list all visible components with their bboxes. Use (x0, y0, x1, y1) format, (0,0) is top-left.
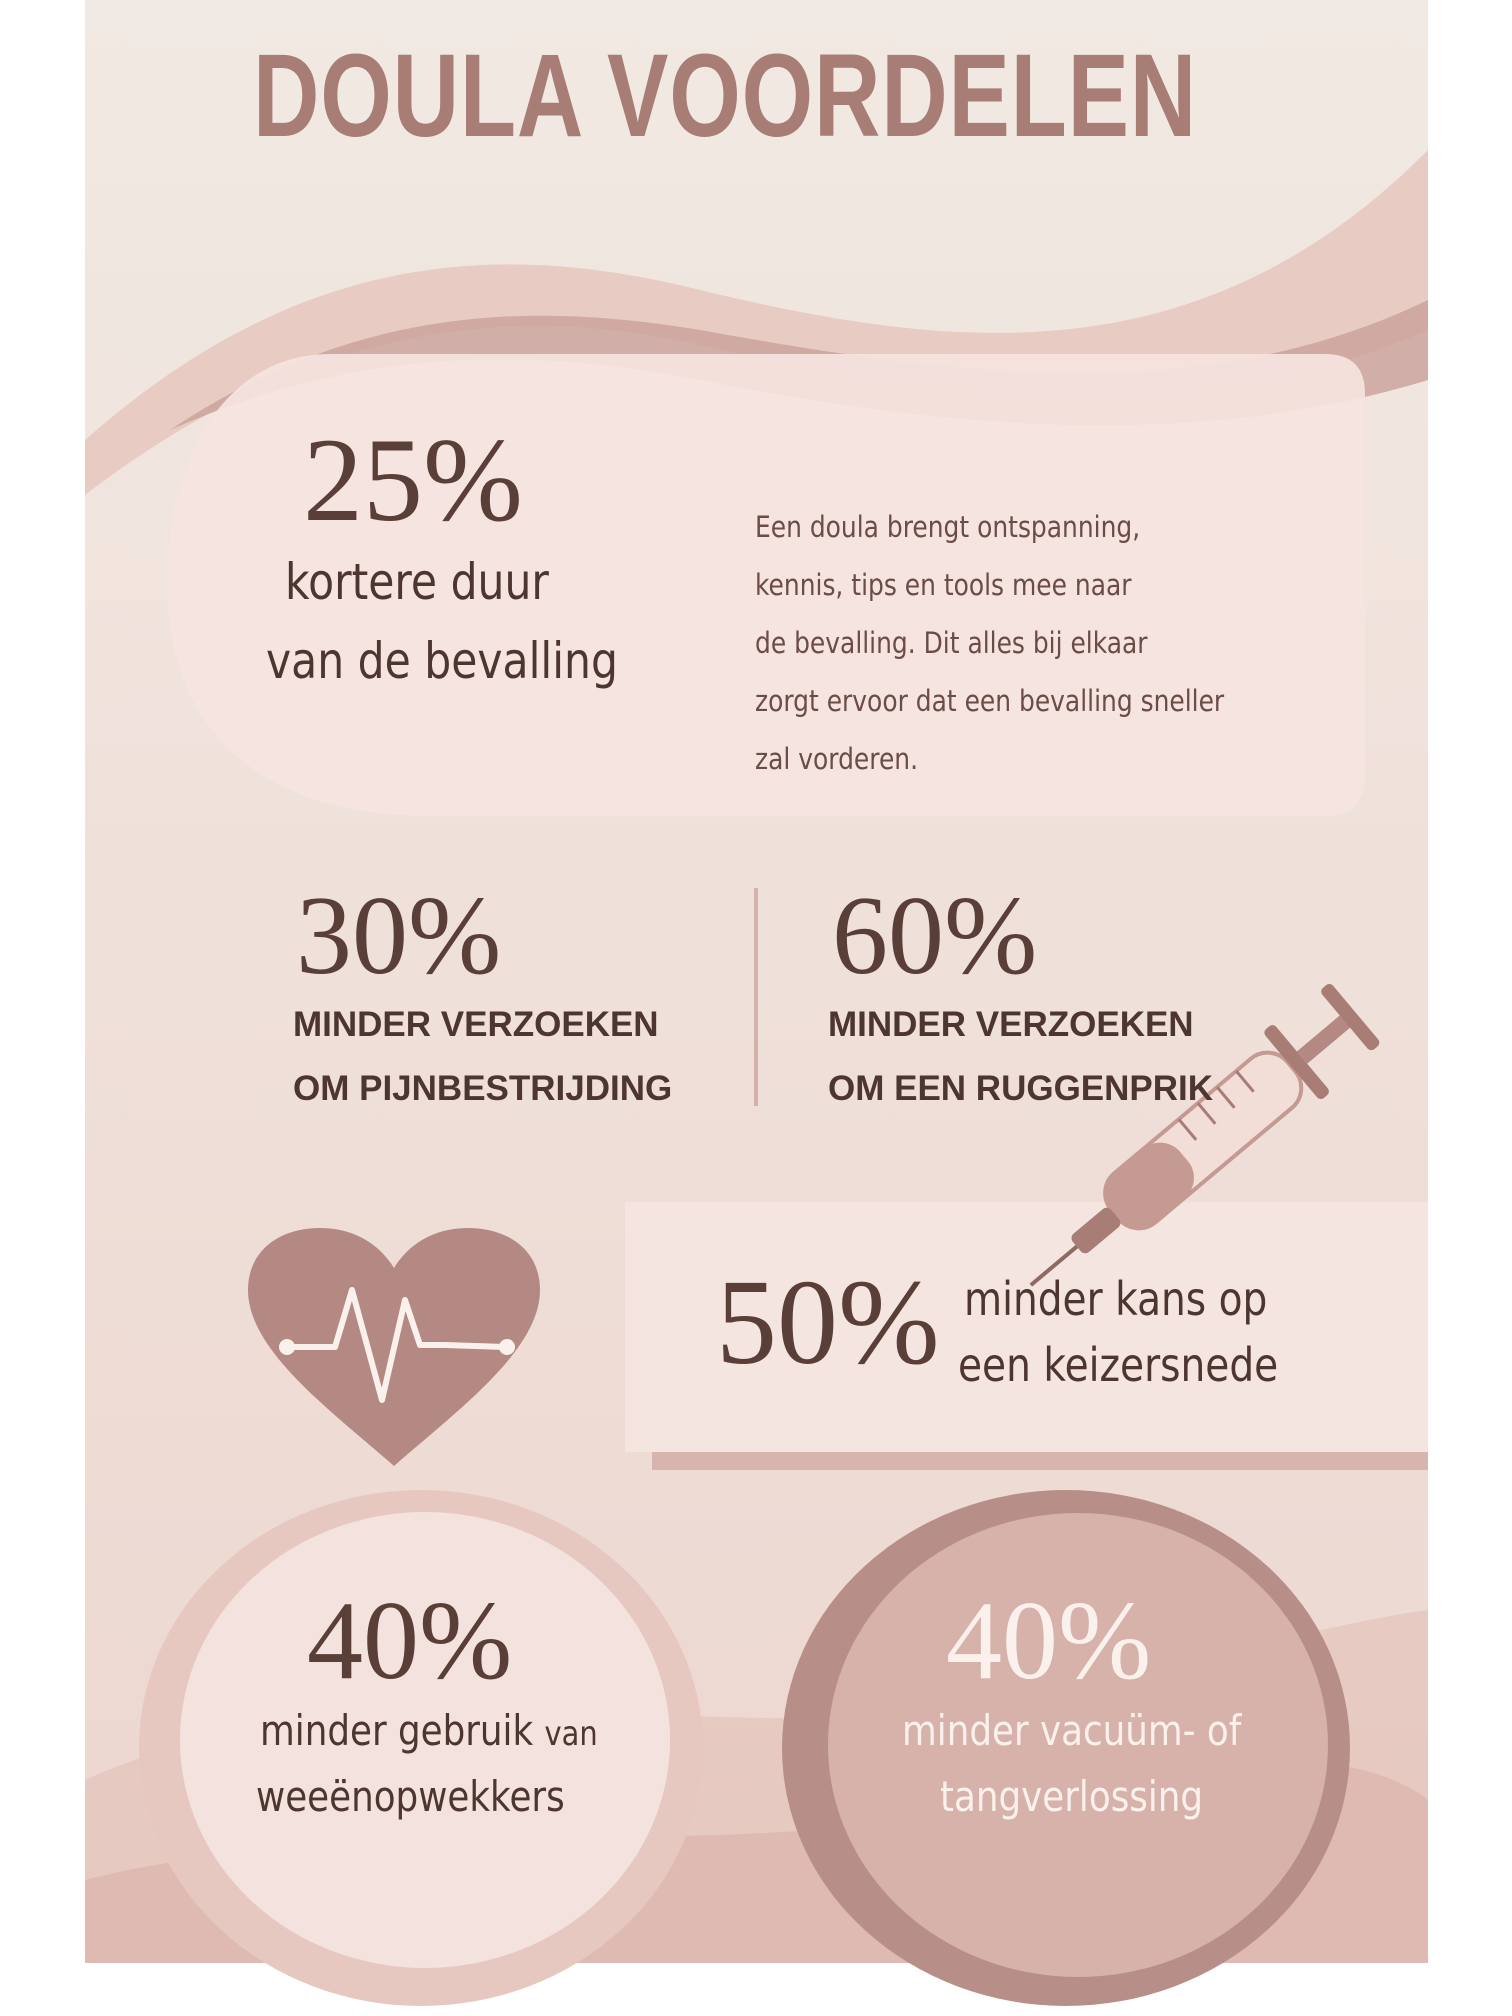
assisted-label-1: minder vacuüm- of (902, 1706, 1242, 1755)
syringe-icon (1029, 983, 1380, 1287)
induction-label-1b: van (544, 1714, 598, 1754)
duration-card (167, 354, 1365, 816)
page-title: DOULA VOORDELEN (253, 30, 1198, 162)
csection-box (625, 1202, 1428, 1452)
duration-value: 25% (303, 413, 523, 546)
divider (754, 888, 758, 1106)
csection-label-1: minder kans op (964, 1272, 1268, 1326)
assisted-value: 40% (946, 1579, 1152, 1703)
csection-value: 50% (716, 1255, 940, 1390)
wave-light (85, 150, 1428, 495)
pain-label-2: OM PIJNBESTRIJDING (293, 1069, 673, 1108)
duration-description: Een doula brengt ontspanning, kennis, ti… (755, 498, 1224, 788)
pain-value: 30% (296, 874, 502, 998)
induction-label-1: minder gebruik van (260, 1706, 598, 1755)
assisted-circle-inner (828, 1513, 1328, 1977)
assisted-label-2: tangverlossing (940, 1772, 1204, 1821)
description-line: Een doula brengt ontspanning, (755, 510, 1141, 544)
induction-label-1a: minder gebruik (260, 1706, 534, 1755)
epidural-label-1: MINDER VERZOEKEN (828, 1005, 1194, 1044)
induction-circle-inner (180, 1512, 670, 1968)
description-line: zal vorderen. (755, 742, 919, 776)
induction-label-2: weeënopwekkers (256, 1772, 565, 1821)
duration-label-2: van de bevalling (266, 632, 618, 690)
csection-label-2: een keizersnede (958, 1338, 1279, 1392)
pain-label-1: MINDER VERZOEKEN (293, 1005, 659, 1044)
description-line: zorgt ervoor dat een bevalling sneller (755, 684, 1225, 718)
description-line: kennis, tips en tools mee naar (755, 568, 1132, 602)
heartbeat-heart-icon (248, 1228, 540, 1466)
induction-value: 40% (307, 1579, 513, 1703)
epidural-label-2: OM EEN RUGGENPRIK (828, 1069, 1214, 1108)
description-line: de bevalling. Dit alles bij elkaar (755, 626, 1148, 660)
epidural-value: 60% (832, 874, 1038, 998)
duration-label-1: kortere duur (285, 553, 549, 611)
